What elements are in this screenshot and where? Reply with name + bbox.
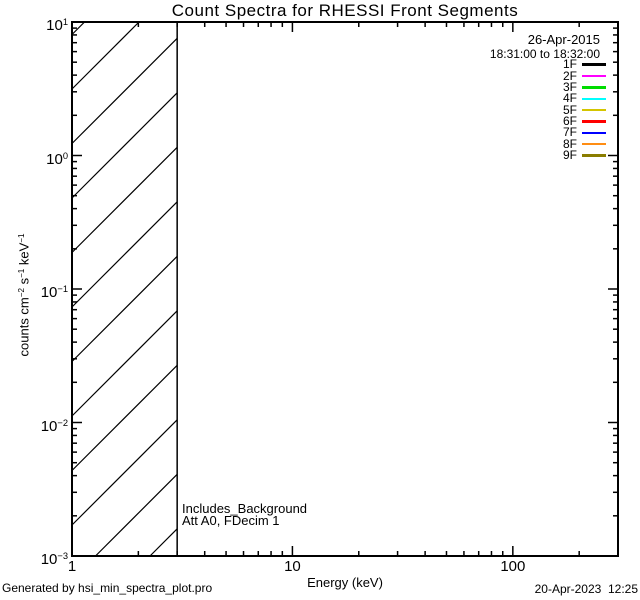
y-tick-label: 101: [46, 17, 68, 35]
legend-entry-label: 2F: [562, 68, 577, 83]
legend-entry-label: 8F: [562, 136, 577, 151]
hatch-line: [71, 146, 178, 253]
legend-color-line: [582, 74, 606, 78]
legend-entry: 7F: [476, 125, 606, 140]
legend-entry-label: 7F: [562, 125, 577, 140]
hatch-line: [71, 92, 178, 199]
x-tick-label: 10: [284, 558, 301, 575]
legend-entry: 8F: [476, 136, 606, 151]
y-axis-label: counts cm−2 s−1 keV−1: [16, 233, 32, 357]
annotation-attenuator-state: Att A0, FDecim 1: [182, 513, 280, 528]
legend-entry: 4F: [476, 91, 606, 106]
legend-color-line: [582, 63, 606, 66]
x-tick-label: 1: [67, 558, 77, 575]
chart-title: Count Spectra for RHESSI Front Segments: [171, 1, 519, 20]
hatch-line: [71, 255, 178, 362]
x-axis-label: Energy (keV): [307, 575, 383, 590]
y-tick-label: 10−3: [40, 551, 68, 569]
hatch-line: [71, 21, 85, 35]
hatch-line: [71, 310, 178, 417]
hatch-line: [71, 21, 140, 90]
legend-entry-label: 3F: [562, 79, 577, 94]
legend-entry: 1F: [476, 57, 606, 72]
legend-color-line: [582, 108, 606, 112]
legend-color-line: [582, 142, 606, 146]
legend-color-line: [582, 120, 606, 123]
legend-entry-label: 1F: [562, 57, 577, 72]
legend-entry-label: 9F: [562, 147, 577, 162]
legend-entry: 6F: [476, 113, 606, 128]
legend-entry: 5F: [476, 102, 606, 117]
annotation-includes-background: Includes_Background: [182, 501, 308, 516]
y-tick-label: 100: [46, 150, 68, 168]
legend: 1F 2F 3F 4F 5F 6F 7F 8F 9F: [476, 57, 606, 162]
legend-color-line: [582, 131, 606, 134]
y-tick-label: 10−1: [40, 284, 68, 302]
footer-generated-by: Generated by hsi_min_spectra_plot.pro: [2, 581, 213, 595]
hatch-line: [149, 528, 178, 557]
legend-color-line: [582, 86, 606, 89]
legend-entry: 3F: [476, 79, 606, 94]
legend-color-line: [582, 154, 606, 157]
hatch-region: [71, 21, 178, 557]
legend-entry-label: 4F: [562, 91, 577, 106]
legend-entry-label: 6F: [562, 113, 577, 128]
footer-timestamp: 20-Apr-2023 12:25: [534, 582, 638, 596]
legend-color-line: [582, 97, 606, 100]
legend-entry: 9F: [476, 147, 606, 162]
hatch-line: [71, 37, 178, 144]
hatch-line: [71, 364, 178, 471]
hatch-line: [95, 473, 178, 557]
legend-date: 26-Apr-2015: [527, 32, 600, 47]
legend-entry-label: 5F: [562, 102, 577, 117]
hatch-line: [71, 419, 178, 526]
legend-time-range: 18:31:00 to 18:32:00: [489, 47, 600, 61]
hatch-line: [71, 201, 178, 308]
y-tick-label: 10−2: [40, 417, 68, 435]
axis-ticks: [71, 21, 619, 557]
x-tick-label: 100: [500, 558, 526, 575]
legend-entry: 2F: [476, 68, 606, 83]
